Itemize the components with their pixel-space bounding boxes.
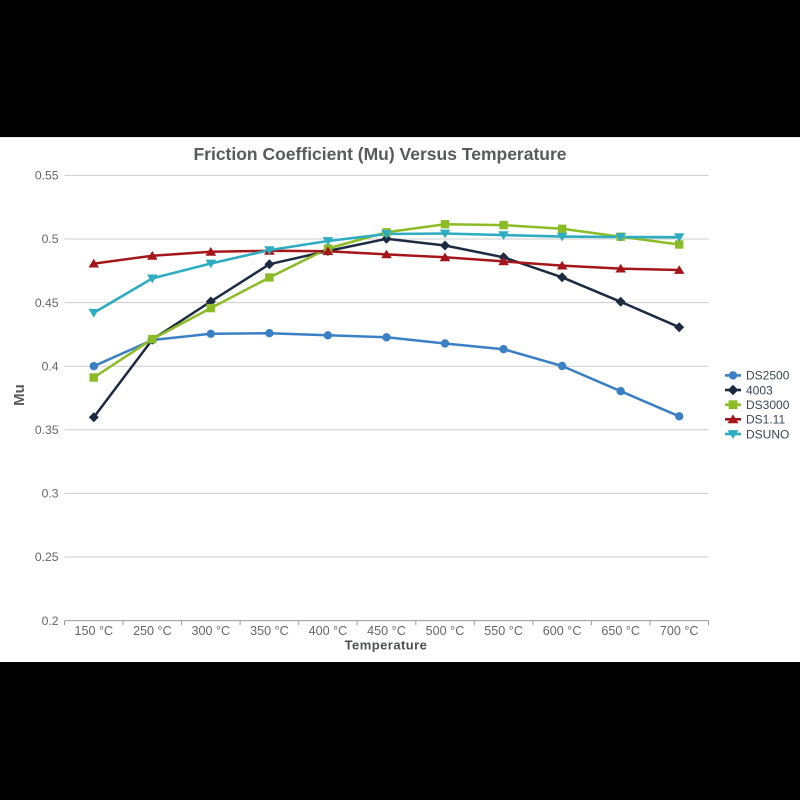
svg-text:500 °C: 500 °C	[426, 624, 465, 638]
svg-text:0.2: 0.2	[42, 614, 59, 628]
svg-text:4003: 4003	[746, 383, 773, 397]
svg-text:700 °C: 700 °C	[660, 624, 699, 638]
svg-text:0.55: 0.55	[35, 169, 59, 183]
svg-text:Friction Coefficient (Mu) Vers: Friction Coefficient (Mu) Versus Tempera…	[193, 144, 566, 164]
svg-text:400 °C: 400 °C	[309, 624, 348, 638]
svg-text:350 °C: 350 °C	[250, 624, 289, 638]
svg-text:550 °C: 550 °C	[484, 624, 523, 638]
svg-text:Temperature: Temperature	[345, 638, 428, 653]
svg-text:250 °C: 250 °C	[133, 624, 172, 638]
svg-text:DS2500: DS2500	[746, 369, 790, 383]
svg-text:0.25: 0.25	[35, 550, 59, 564]
svg-text:0.35: 0.35	[35, 423, 59, 437]
svg-text:DSUNO: DSUNO	[746, 427, 789, 441]
svg-text:0.5: 0.5	[42, 232, 59, 246]
svg-text:0.4: 0.4	[42, 359, 59, 373]
svg-text:0.3: 0.3	[42, 487, 59, 501]
svg-text:Mu: Mu	[11, 384, 28, 406]
svg-text:650 °C: 650 °C	[601, 624, 640, 638]
svg-text:150 °C: 150 °C	[74, 624, 113, 638]
svg-text:DS1.11: DS1.11	[746, 413, 785, 427]
svg-text:600 °C: 600 °C	[543, 624, 582, 638]
svg-text:300 °C: 300 °C	[191, 624, 230, 638]
svg-text:0.45: 0.45	[35, 296, 59, 310]
svg-text:DS3000: DS3000	[746, 398, 790, 412]
svg-text:450 °C: 450 °C	[367, 624, 406, 638]
